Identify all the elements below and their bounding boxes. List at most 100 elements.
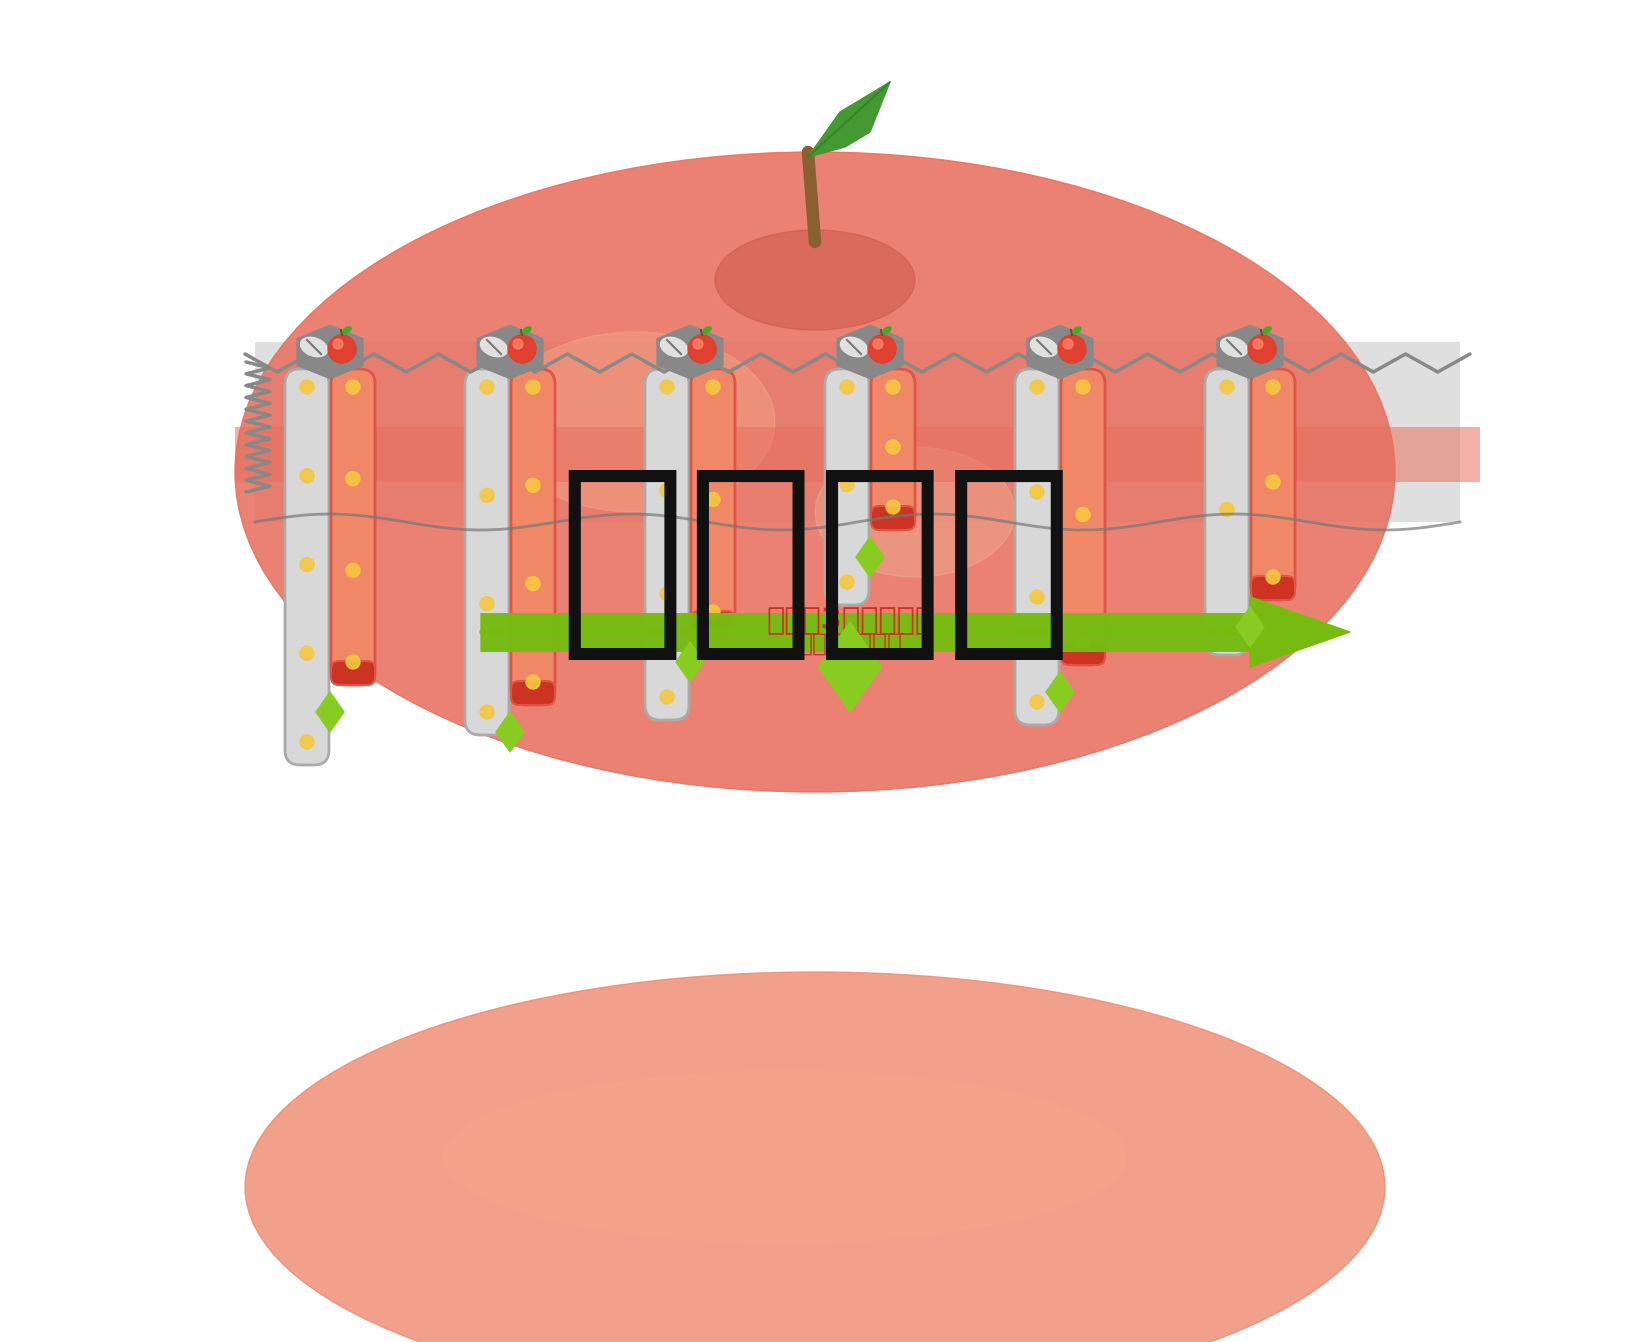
Ellipse shape — [496, 331, 774, 513]
Circle shape — [1219, 625, 1234, 639]
Polygon shape — [838, 325, 903, 378]
Circle shape — [887, 380, 900, 395]
Polygon shape — [478, 325, 543, 378]
Circle shape — [839, 574, 854, 589]
Circle shape — [1030, 695, 1043, 709]
Circle shape — [660, 586, 673, 601]
Circle shape — [1267, 380, 1280, 395]
Ellipse shape — [443, 1071, 1126, 1243]
Circle shape — [1030, 380, 1043, 395]
Polygon shape — [496, 713, 523, 752]
Circle shape — [869, 336, 897, 362]
FancyBboxPatch shape — [235, 427, 1480, 482]
Circle shape — [1253, 340, 1263, 349]
Ellipse shape — [716, 229, 914, 330]
Circle shape — [479, 597, 494, 611]
Circle shape — [526, 380, 540, 395]
Polygon shape — [1046, 672, 1074, 713]
Ellipse shape — [815, 447, 1015, 577]
Circle shape — [346, 564, 360, 577]
Circle shape — [1063, 340, 1073, 349]
Circle shape — [300, 468, 315, 483]
Circle shape — [706, 493, 720, 506]
FancyBboxPatch shape — [331, 369, 375, 684]
FancyBboxPatch shape — [1061, 369, 1105, 666]
Circle shape — [839, 478, 854, 491]
Circle shape — [1249, 336, 1276, 362]
Circle shape — [479, 488, 494, 502]
Polygon shape — [818, 621, 882, 713]
FancyBboxPatch shape — [691, 611, 735, 635]
Ellipse shape — [703, 327, 711, 333]
Circle shape — [346, 380, 360, 395]
Circle shape — [346, 655, 360, 670]
FancyBboxPatch shape — [1250, 576, 1294, 600]
Circle shape — [688, 336, 716, 362]
Ellipse shape — [1263, 327, 1271, 333]
Polygon shape — [657, 325, 724, 378]
FancyBboxPatch shape — [465, 369, 509, 735]
Circle shape — [300, 380, 315, 395]
Circle shape — [328, 336, 355, 362]
Circle shape — [874, 340, 883, 349]
Circle shape — [1219, 380, 1234, 395]
Ellipse shape — [342, 327, 350, 333]
Circle shape — [526, 675, 540, 688]
FancyBboxPatch shape — [285, 369, 329, 765]
FancyBboxPatch shape — [691, 369, 735, 635]
Circle shape — [660, 483, 673, 498]
Polygon shape — [316, 692, 344, 731]
FancyBboxPatch shape — [645, 369, 689, 721]
FancyBboxPatch shape — [825, 369, 869, 605]
Text: 中性脂肪: 中性脂肪 — [557, 458, 1073, 667]
Polygon shape — [1027, 325, 1092, 378]
FancyBboxPatch shape — [1061, 641, 1105, 666]
Ellipse shape — [244, 972, 1386, 1342]
FancyBboxPatch shape — [331, 662, 375, 684]
FancyBboxPatch shape — [510, 680, 554, 705]
Circle shape — [346, 471, 360, 486]
Circle shape — [300, 735, 315, 749]
Polygon shape — [1218, 325, 1283, 378]
FancyBboxPatch shape — [1250, 369, 1294, 600]
Circle shape — [300, 647, 315, 660]
Polygon shape — [856, 537, 883, 577]
Polygon shape — [1236, 607, 1263, 647]
Ellipse shape — [235, 152, 1395, 792]
Circle shape — [693, 340, 703, 349]
Circle shape — [1267, 475, 1280, 488]
Polygon shape — [676, 641, 704, 682]
Circle shape — [509, 336, 536, 362]
FancyBboxPatch shape — [870, 369, 914, 530]
Circle shape — [333, 340, 342, 349]
Circle shape — [1219, 502, 1234, 517]
Circle shape — [300, 557, 315, 572]
Circle shape — [1030, 590, 1043, 604]
Circle shape — [526, 577, 540, 590]
FancyBboxPatch shape — [870, 506, 914, 530]
Ellipse shape — [1030, 337, 1058, 357]
Circle shape — [660, 690, 673, 705]
FancyBboxPatch shape — [254, 342, 1460, 522]
Circle shape — [526, 478, 540, 493]
Circle shape — [887, 501, 900, 514]
Text: 中性脂肪が低下: 中性脂肪が低下 — [797, 632, 903, 656]
Polygon shape — [1250, 597, 1350, 667]
Circle shape — [887, 440, 900, 454]
Circle shape — [1076, 635, 1090, 650]
Circle shape — [706, 605, 720, 619]
Circle shape — [1030, 484, 1043, 499]
FancyBboxPatch shape — [1205, 369, 1249, 655]
Ellipse shape — [523, 327, 531, 333]
Circle shape — [1076, 507, 1090, 522]
Circle shape — [479, 705, 494, 719]
Circle shape — [479, 380, 494, 395]
Ellipse shape — [300, 337, 328, 357]
FancyBboxPatch shape — [1015, 369, 1060, 725]
Circle shape — [706, 380, 720, 395]
Ellipse shape — [1221, 337, 1247, 357]
Polygon shape — [808, 82, 890, 157]
Circle shape — [513, 340, 523, 349]
Circle shape — [660, 380, 673, 395]
Ellipse shape — [841, 337, 867, 357]
